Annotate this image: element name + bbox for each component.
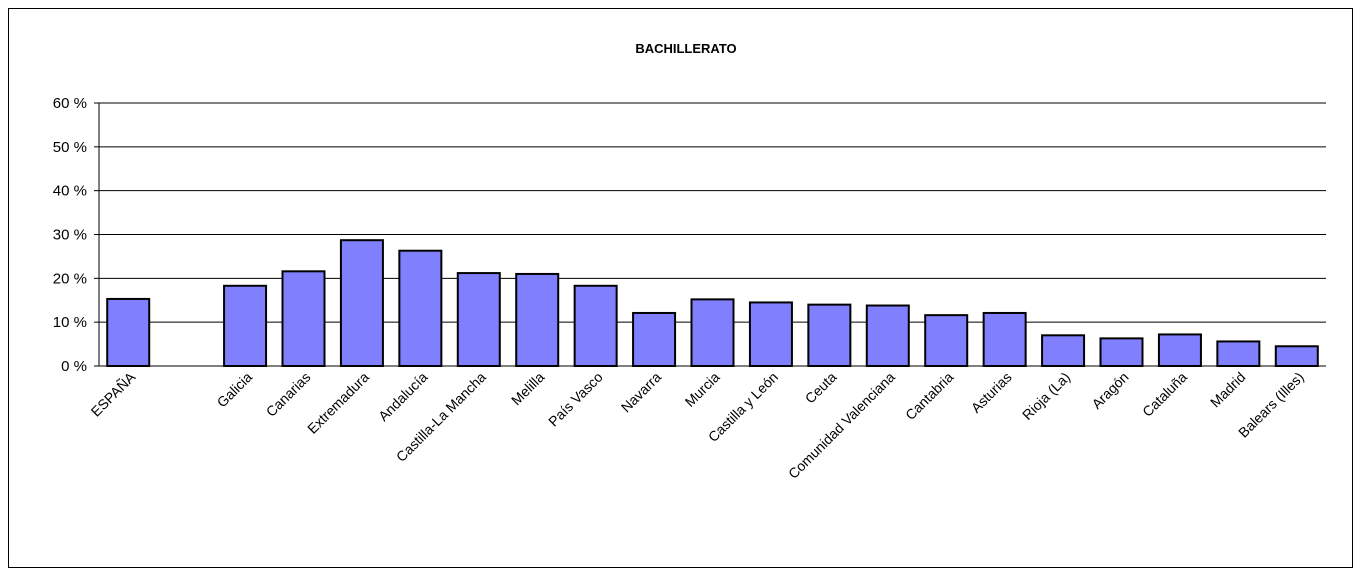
chart-title: BACHILLERATO <box>635 41 736 56</box>
bar <box>515 272 560 368</box>
bar <box>924 314 969 367</box>
bar <box>1099 337 1144 368</box>
x-tick-label: Ceuta <box>802 369 840 407</box>
x-tick-label: País Vasco <box>545 369 606 430</box>
bar <box>982 311 1027 368</box>
bar-chart: BACHILLERATO 0 % 10 % 20 % 30 % 40 % 50 % 60 %… <box>53 41 1326 482</box>
bar <box>281 270 326 368</box>
x-tick-label: ESPAÑA <box>88 368 139 419</box>
x-tick-label: Aragón <box>1088 369 1131 412</box>
bar <box>398 249 443 368</box>
x-tick-label: Madrid <box>1207 369 1249 411</box>
x-tick-label: Murcia <box>682 369 723 410</box>
y-tick-label: 20 % <box>53 270 87 287</box>
x-tick-label: Canarias <box>263 369 314 420</box>
bar <box>106 297 151 367</box>
bar <box>456 272 501 367</box>
x-tick-label: Asturias <box>968 369 1015 416</box>
y-tick-label: 40 % <box>53 183 87 200</box>
bar <box>807 303 852 367</box>
bar <box>1274 345 1319 367</box>
bar <box>865 304 910 368</box>
bar <box>690 298 735 367</box>
x-tick-label: Rioja (La) <box>1019 369 1073 423</box>
bar <box>1041 334 1086 368</box>
bar <box>223 284 268 367</box>
x-tick-label: Galicia <box>214 369 256 411</box>
y-axis-ticks: 0 % 10 % 20 % 30 % 40 % 50 % 60 % <box>53 95 99 375</box>
bars <box>106 239 1319 368</box>
bar <box>632 311 677 368</box>
y-tick-label: 10 % <box>53 314 87 331</box>
y-tick-label: 50 % <box>53 139 87 156</box>
y-tick-label: 60 % <box>53 95 87 112</box>
x-tick-label: Navarra <box>618 369 665 416</box>
y-tick-label: 0 % <box>61 358 87 375</box>
chart-frame: BACHILLERATO 0 % 10 % 20 % 30 % 40 % 50 % 60 %… <box>8 8 1353 568</box>
bar <box>748 301 793 368</box>
x-tick-label: Andalucía <box>375 369 430 424</box>
bar <box>573 284 618 367</box>
bar <box>1157 333 1202 368</box>
bar <box>1216 340 1261 368</box>
x-tick-label: Cantabria <box>902 369 956 423</box>
bar <box>339 239 384 367</box>
x-tick-label: Comunidad Valenciana <box>785 369 898 482</box>
x-tick-label: Melilla <box>508 369 548 409</box>
x-tick-label: Cataluña <box>1139 369 1190 420</box>
x-tick-label: Extremadura <box>304 369 372 437</box>
y-tick-label: 30 % <box>53 227 87 244</box>
